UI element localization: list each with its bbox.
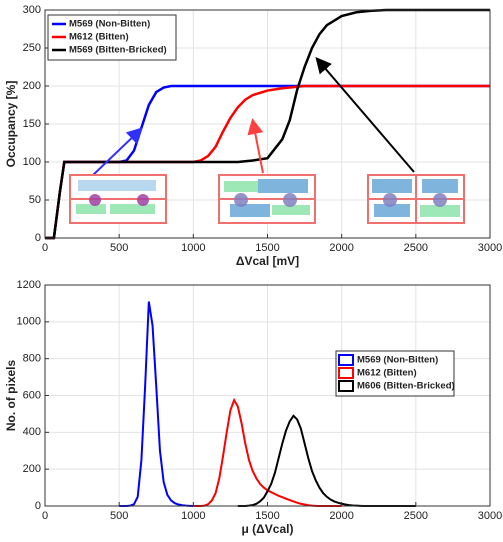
x-tick-label: 3000 bbox=[478, 510, 502, 522]
x-tick-label: 2000 bbox=[329, 510, 353, 522]
x-tick-label: 1500 bbox=[255, 242, 279, 254]
x-tick-label: 1000 bbox=[181, 242, 205, 254]
x-tick-label: 1500 bbox=[255, 510, 279, 522]
frame-layer: 0 500 1000 1500 2000 2500 30000501001502002503… bbox=[4, 4, 502, 536]
arrow bbox=[315, 56, 415, 173]
y-tick-label: 150 bbox=[23, 118, 41, 130]
pixel-inset bbox=[218, 174, 316, 224]
y-tick-label: 1000 bbox=[17, 316, 41, 328]
axes-frame bbox=[44, 9, 491, 239]
legend-label: M606 (Bitten-Bricked) bbox=[357, 381, 455, 392]
y-tick-label: 200 bbox=[23, 80, 41, 92]
series-line bbox=[237, 414, 416, 507]
y-tick-label: 200 bbox=[23, 463, 41, 475]
x-axis-label: μ (ΔVcal) bbox=[242, 522, 294, 536]
legend-label: M569 (Non-Bitten) bbox=[69, 19, 150, 30]
x-tick-label: 0 bbox=[42, 510, 48, 522]
data-layer bbox=[45, 8, 490, 507]
y-tick-label: 1200 bbox=[17, 279, 41, 291]
y-tick-label: 600 bbox=[23, 389, 41, 401]
legend-label: M569 (Non-Bitten) bbox=[357, 355, 438, 366]
x-tick-label: 2500 bbox=[404, 242, 428, 254]
x-tick-label: 0 bbox=[42, 242, 48, 254]
arrow bbox=[247, 118, 264, 174]
legend-label: M612 (Bitten) bbox=[357, 368, 417, 379]
y-tick-label: 300 bbox=[23, 4, 41, 16]
y-tick-label: 250 bbox=[23, 42, 41, 54]
legend-label: M569 (Bitten-Bricked) bbox=[69, 45, 167, 56]
legend-swatch bbox=[338, 380, 354, 392]
annotations bbox=[69, 56, 465, 224]
y-tick-label: 0 bbox=[35, 232, 41, 244]
axes-frame bbox=[44, 284, 491, 507]
y-tick-label: 100 bbox=[23, 156, 41, 168]
arrow bbox=[91, 127, 143, 177]
y-axis-label: No. of pixels bbox=[4, 360, 18, 432]
legend-box bbox=[335, 350, 455, 397]
x-axis-label: ΔVcal [mV] bbox=[236, 254, 299, 268]
legend-box bbox=[47, 14, 177, 61]
legend-label: M612 (Bitten) bbox=[69, 32, 129, 43]
y-tick-label: 50 bbox=[29, 194, 41, 206]
x-tick-label: 2000 bbox=[329, 242, 353, 254]
pixel-inset bbox=[367, 174, 465, 224]
x-tick-label: 3000 bbox=[478, 242, 502, 254]
y-tick-label: 400 bbox=[23, 426, 41, 438]
y-tick-label: 800 bbox=[23, 353, 41, 365]
pixel-inset bbox=[69, 174, 167, 224]
y-tick-label: 0 bbox=[35, 500, 41, 512]
x-tick-label: 2500 bbox=[404, 510, 428, 522]
series-line bbox=[45, 8, 490, 240]
y-axis-label: Occupancy [%] bbox=[4, 81, 18, 168]
series-line bbox=[119, 301, 194, 507]
x-tick-label: 500 bbox=[110, 510, 128, 522]
legend-swatch bbox=[338, 354, 354, 366]
legend-swatch bbox=[338, 367, 354, 379]
x-tick-label: 500 bbox=[110, 242, 128, 254]
x-tick-label: 1000 bbox=[181, 510, 205, 522]
